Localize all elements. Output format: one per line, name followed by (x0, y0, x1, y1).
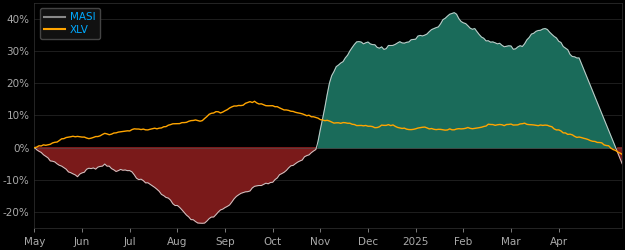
Legend: MASI, XLV: MASI, XLV (39, 8, 99, 39)
